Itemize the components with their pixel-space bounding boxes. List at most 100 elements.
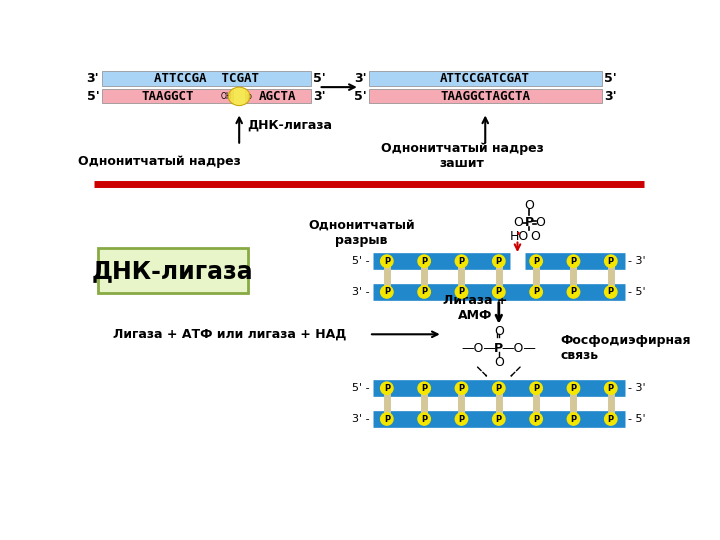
Text: 5': 5'	[604, 72, 616, 85]
Text: HO: HO	[510, 230, 529, 243]
Circle shape	[567, 255, 580, 267]
Circle shape	[530, 286, 542, 298]
Text: 3': 3'	[604, 90, 616, 103]
Text: - 5': - 5'	[628, 414, 645, 424]
Circle shape	[567, 286, 580, 298]
Circle shape	[530, 413, 542, 425]
Circle shape	[605, 286, 617, 298]
Text: P: P	[533, 287, 539, 296]
Text: P: P	[570, 415, 577, 423]
Circle shape	[492, 382, 505, 394]
Text: O: O	[513, 216, 523, 229]
Text: Фосфодиэфирная
связь: Фосфодиэфирная связь	[561, 334, 691, 362]
Text: P: P	[533, 415, 539, 423]
Text: P: P	[525, 216, 534, 229]
Text: AGCTA: AGCTA	[259, 90, 297, 103]
Text: P: P	[384, 415, 390, 423]
Text: Лигаза + АТФ или лигаза + НАД: Лигаза + АТФ или лигаза + НАД	[113, 328, 346, 341]
Text: ДНК-лигаза: ДНК-лигаза	[247, 118, 332, 131]
Text: P: P	[608, 287, 614, 296]
FancyBboxPatch shape	[369, 71, 601, 86]
Text: P: P	[496, 256, 502, 266]
Text: P: P	[533, 256, 539, 266]
Text: ATTCCGA  TCGAT: ATTCCGA TCGAT	[154, 72, 258, 85]
Text: P: P	[421, 384, 427, 393]
Circle shape	[530, 382, 542, 394]
FancyBboxPatch shape	[245, 90, 311, 103]
Text: P: P	[459, 256, 464, 266]
FancyBboxPatch shape	[102, 90, 233, 103]
Text: P: P	[459, 287, 464, 296]
Text: ДНК-лигаза: ДНК-лигаза	[92, 259, 253, 283]
Circle shape	[492, 413, 505, 425]
Text: ATTCCGATCGAT: ATTCCGATCGAT	[440, 72, 530, 85]
FancyBboxPatch shape	[102, 71, 311, 86]
Text: P: P	[384, 384, 390, 393]
Circle shape	[418, 255, 431, 267]
Text: P: P	[421, 287, 427, 296]
Text: - 3': - 3'	[628, 383, 645, 393]
Text: Лигаза +
АМФ: Лигаза + АМФ	[444, 294, 508, 322]
Text: Однонитчатый надрез
зашит: Однонитчатый надрез зашит	[381, 141, 544, 170]
Circle shape	[567, 413, 580, 425]
Text: - 3': - 3'	[628, 256, 645, 266]
Circle shape	[530, 255, 542, 267]
Circle shape	[418, 286, 431, 298]
Circle shape	[455, 382, 468, 394]
Circle shape	[455, 286, 468, 298]
Circle shape	[455, 413, 468, 425]
Text: TAAGGCT: TAAGGCT	[141, 90, 194, 103]
Text: Однонитчатый
разрыв: Однонитчатый разрыв	[308, 219, 415, 247]
Text: P: P	[384, 287, 390, 296]
Text: P: P	[496, 384, 502, 393]
Circle shape	[605, 413, 617, 425]
Circle shape	[567, 382, 580, 394]
FancyBboxPatch shape	[98, 248, 248, 294]
Text: 5': 5'	[86, 90, 99, 103]
Circle shape	[381, 286, 393, 298]
Text: p: p	[246, 92, 251, 101]
FancyArrowPatch shape	[477, 367, 487, 376]
Text: P: P	[570, 256, 577, 266]
Text: P: P	[496, 287, 502, 296]
Text: P: P	[494, 342, 503, 355]
Text: P: P	[608, 256, 614, 266]
Circle shape	[381, 382, 393, 394]
Text: 3': 3'	[354, 72, 366, 85]
Text: P: P	[384, 256, 390, 266]
Text: P: P	[533, 384, 539, 393]
Text: O: O	[524, 199, 534, 212]
Text: P: P	[570, 287, 577, 296]
Text: - 5': - 5'	[628, 287, 645, 297]
Text: P: P	[421, 415, 427, 423]
Text: P: P	[608, 384, 614, 393]
Circle shape	[605, 255, 617, 267]
Text: 3' -: 3' -	[352, 414, 370, 424]
Circle shape	[455, 255, 468, 267]
Circle shape	[381, 255, 393, 267]
Text: 3': 3'	[313, 90, 326, 103]
Text: TAAGGCTAGCTA: TAAGGCTAGCTA	[440, 90, 530, 103]
Circle shape	[605, 382, 617, 394]
Text: OH: OH	[220, 92, 232, 101]
Text: 5' -: 5' -	[352, 256, 370, 266]
Text: O: O	[494, 356, 504, 369]
Text: Однонитчатый надрез: Однонитчатый надрез	[78, 154, 241, 167]
Text: —O—: —O—	[502, 342, 536, 355]
FancyArrowPatch shape	[511, 367, 520, 376]
Circle shape	[418, 382, 431, 394]
Circle shape	[418, 413, 431, 425]
Text: P: P	[608, 415, 614, 423]
Circle shape	[492, 286, 505, 298]
Text: 3': 3'	[86, 72, 99, 85]
Text: P: P	[459, 415, 464, 423]
Text: P: P	[459, 384, 464, 393]
Text: P: P	[421, 256, 427, 266]
FancyBboxPatch shape	[369, 90, 601, 103]
Text: 5': 5'	[354, 90, 366, 103]
Text: P: P	[570, 384, 577, 393]
Text: O: O	[535, 216, 545, 229]
Circle shape	[381, 413, 393, 425]
Text: 3' -: 3' -	[352, 287, 370, 297]
Circle shape	[492, 255, 505, 267]
